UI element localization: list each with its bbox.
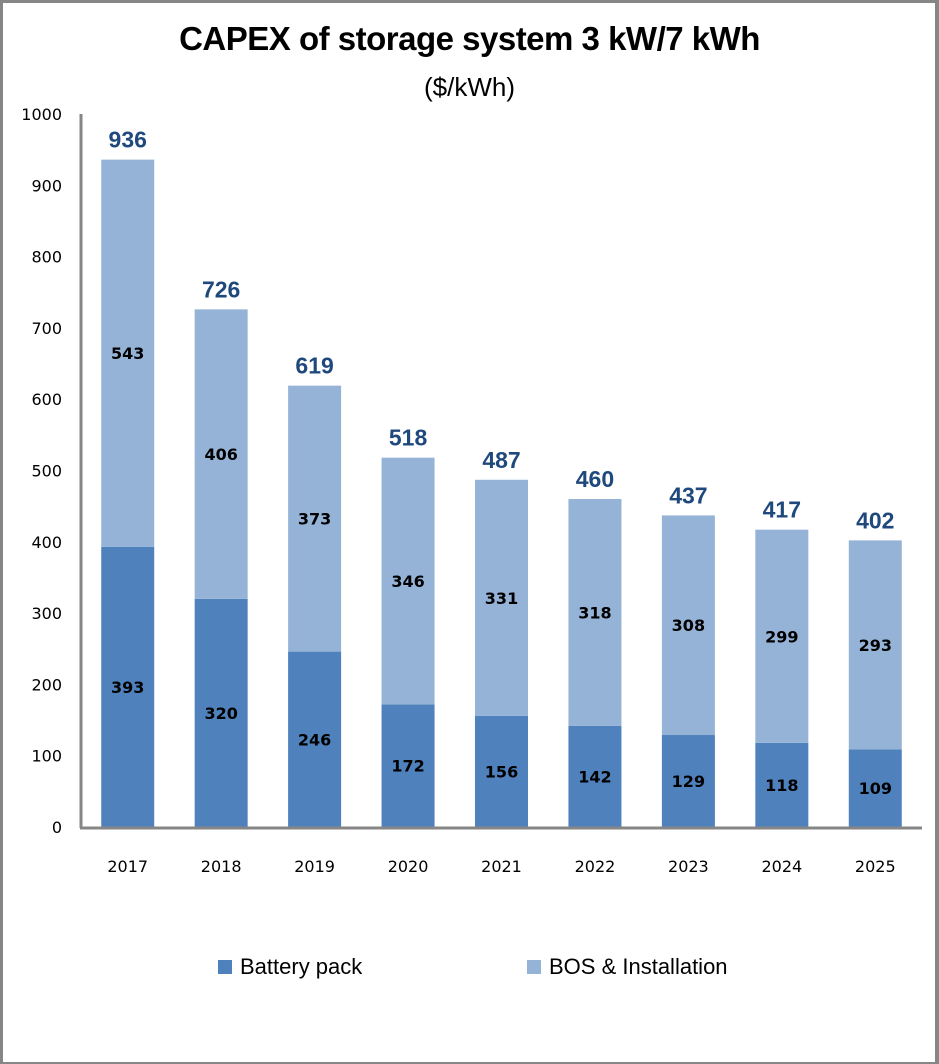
x-tick-label: 2024 [761, 857, 802, 876]
bar-segment-bos-installation [848, 540, 902, 750]
bar-segment-bos-installation [475, 479, 528, 716]
data-label-battery-pack: 129 [672, 772, 705, 791]
y-tick-label: 100 [31, 747, 62, 766]
bar-segment-battery-pack [288, 651, 342, 827]
y-tick-label: 300 [31, 604, 62, 623]
data-label-bos-installation: 318 [578, 603, 611, 622]
y-tick-label: 0 [52, 818, 62, 837]
x-tick-label: 2021 [481, 857, 522, 876]
bar-segment-bos-installation [661, 515, 715, 736]
bar-segment-battery-pack [194, 598, 248, 827]
bar-segment-battery-pack [101, 546, 155, 827]
y-tick-label: 200 [31, 675, 62, 694]
bar-segment-battery-pack [755, 742, 809, 827]
bar-segment-bos-installation [194, 309, 248, 599]
y-tick-label: 500 [31, 462, 62, 481]
data-label-battery-pack: 156 [485, 762, 518, 781]
total-label: 726 [202, 276, 240, 302]
data-label-battery-pack: 172 [391, 757, 424, 776]
data-label-battery-pack: 320 [204, 704, 237, 723]
data-label-bos-installation: 308 [672, 616, 705, 635]
legend-label-bos-installation: BOS & Installation [549, 954, 728, 979]
total-label: 936 [109, 127, 147, 153]
data-label-battery-pack: 142 [578, 767, 611, 786]
data-label-battery-pack: 118 [765, 776, 798, 795]
x-tick-label: 2023 [668, 857, 709, 876]
chart-legend: Battery pack BOS & Installation [0, 954, 939, 984]
total-label: 417 [763, 497, 801, 523]
legend-swatch-bos-installation [527, 960, 541, 974]
y-tick-label: 800 [31, 248, 62, 267]
y-tick-label: 1000 [21, 105, 62, 124]
chart-title: CAPEX of storage system 3 kW/7 kWh [179, 20, 760, 57]
data-label-bos-installation: 346 [391, 572, 424, 591]
x-tick-label: 2025 [855, 857, 896, 876]
y-tick-label: 700 [31, 319, 62, 338]
legend-swatch-battery-pack [218, 960, 232, 974]
x-tick-label: 2020 [388, 857, 429, 876]
bar-segment-battery-pack [568, 725, 622, 827]
legend-item-battery-pack: Battery pack [218, 954, 362, 980]
y-tick-label: 600 [31, 390, 62, 409]
total-label: 402 [856, 507, 894, 533]
x-tick-label: 2018 [201, 857, 242, 876]
bar-segment-bos-installation [381, 457, 435, 705]
bar-segment-battery-pack [381, 704, 435, 827]
legend-item-bos-installation: BOS & Installation [527, 954, 728, 980]
data-label-battery-pack: 246 [298, 730, 331, 749]
total-label: 518 [389, 425, 428, 451]
data-label-battery-pack: 109 [859, 779, 892, 798]
x-tick-label: 2022 [575, 857, 616, 876]
bar-segment-battery-pack [848, 749, 902, 827]
bar-segment-battery-pack [475, 715, 528, 827]
total-label: 460 [576, 466, 614, 492]
total-label: 487 [482, 447, 520, 473]
data-label-bos-installation: 331 [485, 589, 518, 608]
data-label-bos-installation: 373 [298, 510, 331, 529]
bar-segment-bos-installation [755, 529, 809, 743]
legend-label-battery-pack: Battery pack [240, 954, 363, 979]
data-label-bos-installation: 299 [765, 627, 798, 646]
x-tick-label: 2019 [294, 857, 335, 876]
bar-segment-bos-installation [101, 159, 155, 547]
y-tick-label: 400 [31, 533, 62, 552]
y-tick-label: 900 [31, 176, 62, 195]
data-label-battery-pack: 393 [111, 678, 144, 697]
data-label-bos-installation: 543 [111, 344, 144, 363]
bar-segment-bos-installation [568, 499, 622, 726]
bar-segment-bos-installation [288, 385, 342, 652]
data-label-bos-installation: 293 [859, 636, 892, 655]
total-label: 437 [669, 482, 707, 508]
data-label-bos-installation: 406 [204, 445, 237, 464]
chart-subtitle: ($/kWh) [424, 72, 515, 102]
bar-segment-battery-pack [661, 735, 715, 827]
total-label: 619 [295, 353, 333, 379]
x-tick-label: 2017 [107, 857, 148, 876]
